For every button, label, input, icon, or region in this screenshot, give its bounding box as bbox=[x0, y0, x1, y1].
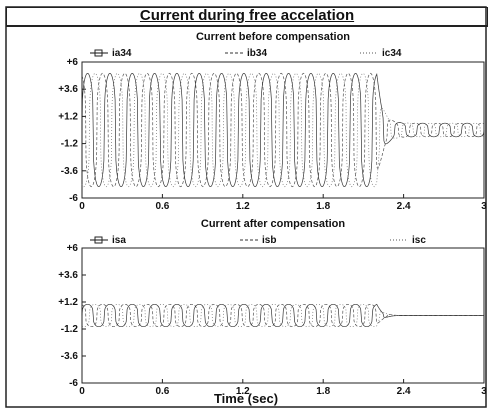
legend-marker bbox=[94, 236, 103, 244]
y-tick-label: -6 bbox=[69, 193, 78, 204]
y-tick-label: +3.6 bbox=[58, 270, 78, 281]
figure-title: Current during free accelation bbox=[139, 7, 355, 24]
y-tick-label: +3.6 bbox=[58, 84, 78, 95]
series-line bbox=[81, 303, 484, 328]
y-tick-label: +1.2 bbox=[58, 111, 78, 122]
legend-label: ib34 bbox=[247, 48, 267, 59]
panel-2: Current after compensation +6 +3.6 +1.2 -1.2… bbox=[58, 218, 487, 397]
legend-label: isa bbox=[112, 235, 126, 246]
x-tick-label: 1.2 bbox=[236, 201, 250, 212]
y-tick-label: -6 bbox=[69, 378, 78, 389]
y-tick-label: -3.6 bbox=[61, 351, 79, 362]
x-axis-label: Time (sec) bbox=[214, 391, 278, 406]
y-tick-label: -1.2 bbox=[61, 324, 79, 335]
legend-label: isb bbox=[262, 235, 276, 246]
legend-marker bbox=[94, 49, 103, 57]
y-tick-label: +1.2 bbox=[58, 297, 78, 308]
legend-label: ia34 bbox=[112, 48, 132, 59]
x-tick-label: 2.4 bbox=[397, 386, 411, 397]
x-tick-label: 0 bbox=[79, 386, 85, 397]
y-tick-label: -1.2 bbox=[61, 139, 79, 150]
x-tick-label: 0.6 bbox=[155, 386, 169, 397]
series-line bbox=[81, 72, 485, 188]
panel-title: Current after compensation bbox=[201, 218, 346, 230]
x-tick-label: 3 bbox=[481, 386, 487, 397]
legend-label: ic34 bbox=[382, 48, 402, 59]
x-tick-label: 0 bbox=[79, 201, 85, 212]
title-band: Current during free accelation bbox=[6, 7, 488, 27]
series-line bbox=[81, 72, 485, 188]
series-line bbox=[81, 72, 485, 187]
x-tick-label: 1.8 bbox=[316, 386, 330, 397]
panel-1: Current before compensation +6 +3.6 +1.2 -1.… bbox=[58, 31, 487, 212]
series-line bbox=[81, 303, 484, 328]
panel-title: Current before compensation bbox=[196, 31, 350, 43]
figure-border bbox=[5, 6, 487, 408]
y-tick-label: +6 bbox=[67, 243, 79, 254]
y-tick-label: -3.6 bbox=[61, 166, 79, 177]
x-tick-label: 1.2 bbox=[236, 386, 250, 397]
x-tick-label: 0.6 bbox=[155, 201, 169, 212]
x-tick-label: 3 bbox=[481, 201, 487, 212]
legend-label: isc bbox=[412, 235, 426, 246]
y-tick-label: +6 bbox=[67, 57, 79, 68]
series-line bbox=[81, 303, 484, 328]
x-tick-label: 2.4 bbox=[397, 201, 411, 212]
x-tick-label: 1.8 bbox=[316, 201, 330, 212]
